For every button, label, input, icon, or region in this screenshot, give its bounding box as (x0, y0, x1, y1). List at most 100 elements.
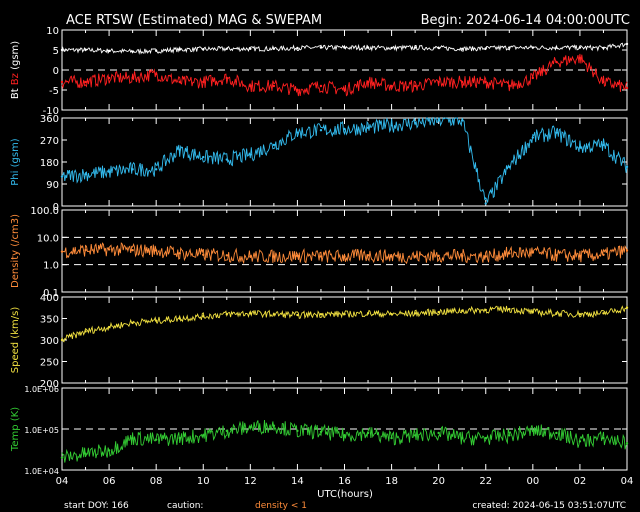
y-axis-label-part: (gsm) (10, 41, 21, 73)
data-point-bz (272, 84, 276, 88)
y-tick-label: 0 (53, 202, 59, 213)
data-point-bt (60, 48, 64, 52)
data-point-speed (390, 313, 393, 316)
panel-mag: -10 -5 0 5 10 Bt Bz (gsm) (10, 26, 629, 117)
data-point-density (602, 253, 605, 256)
data-point-density (531, 251, 535, 254)
data-point-temp (578, 440, 582, 443)
data-point-speed (272, 313, 276, 316)
data-point-speed (249, 312, 252, 315)
x-tick-label: 00 (526, 476, 539, 487)
data-point-phi (178, 148, 181, 151)
panel-temp: 1.0E+04 1.0E+05 1.0E+06 Temp (K) (10, 385, 629, 476)
data-point-phi (154, 168, 158, 171)
data-point-phi (249, 153, 252, 156)
data-point-density (343, 255, 346, 258)
data-point-speed (202, 315, 205, 318)
data-point-density (413, 255, 417, 258)
data-point-bt (578, 46, 582, 49)
created-time: created: 2024-06-15 03:51:07UTC (472, 501, 626, 511)
data-point-bz (319, 84, 323, 88)
data-point-speed (107, 325, 111, 329)
data-point-bt (154, 49, 158, 52)
data-point-bz (390, 84, 393, 88)
data-point-speed (555, 312, 558, 315)
data-point-phi (343, 127, 346, 131)
data-point-temp (60, 456, 64, 459)
data-point-bz (366, 80, 370, 84)
x-axis-label: UTC(hours) (317, 489, 373, 500)
data-point-bz (343, 88, 346, 92)
x-tick-label: 08 (150, 476, 163, 487)
caution-label: caution: (167, 501, 203, 511)
data-point-phi (484, 202, 487, 205)
data-point-speed (508, 307, 511, 311)
data-point-bt (437, 46, 440, 50)
data-point-density (249, 255, 252, 258)
y-tick-label: 1.0E+05 (24, 426, 59, 435)
data-point-temp (555, 431, 558, 435)
y-tick-label: 1.0E+06 (24, 385, 59, 394)
data-point-speed (154, 319, 158, 322)
data-point-temp (531, 429, 535, 433)
data-point-density (202, 253, 205, 256)
y-tick-label: 10.0 (37, 233, 59, 244)
density-caution-note: density < 1 (255, 501, 307, 511)
x-tick-label: 22 (479, 476, 492, 487)
data-point-density (154, 249, 158, 252)
data-point-bz (178, 80, 181, 84)
data-point-temp (178, 436, 181, 440)
data-point-phi (60, 175, 64, 178)
y-tick-label: 10 (46, 26, 59, 37)
data-point-speed (625, 306, 629, 309)
start-doy: start DOY: 166 (64, 501, 129, 511)
data-point-density (390, 255, 393, 258)
y-tick-label: 90 (46, 180, 59, 191)
chart-title: ACE RTSW (Estimated) MAG & SWEPAM (66, 13, 322, 28)
data-point-density (484, 255, 487, 258)
data-point-bz (154, 72, 158, 76)
data-point-density (555, 254, 558, 257)
y-tick-label: 5 (53, 46, 59, 57)
data-point-density (296, 254, 299, 258)
data-point-phi (390, 124, 393, 127)
data-point-bt (178, 48, 181, 51)
data-point-speed (366, 312, 370, 315)
data-point-density (60, 250, 64, 253)
data-point-temp (437, 431, 440, 435)
y-axis-label: Density (/cm3) (10, 214, 21, 288)
y-tick-label: 180 (40, 158, 59, 169)
data-point-speed (319, 313, 323, 316)
data-point-bt (225, 47, 228, 50)
panel-phi: 0 90 180 270 360 Phi (gsm) (10, 114, 629, 213)
data-point-phi (461, 119, 464, 122)
y-tick-label: 1.0E+04 (24, 467, 59, 476)
data-point-temp (84, 452, 87, 455)
begin-time: Begin: 2024-06-14 04:00:00UTC (421, 13, 630, 28)
data-point-density (178, 252, 181, 255)
data-point-density (578, 254, 582, 258)
data-point-temp (319, 430, 323, 434)
data-point-phi (602, 143, 605, 147)
data-point-phi (84, 173, 87, 176)
data-point-temp (413, 434, 417, 437)
data-point-density (461, 254, 464, 258)
data-point-bt (602, 46, 605, 50)
data-point-temp (202, 434, 205, 437)
data-point-bz (60, 80, 64, 84)
data-point-bz (555, 60, 558, 64)
data-point-bz (249, 84, 252, 88)
y-tick-label: 360 (40, 114, 59, 125)
series-phi-trace (61, 116, 628, 203)
data-point-temp (625, 442, 629, 445)
y-axis-label: Bt Bz (gsm) (10, 41, 21, 99)
data-point-bt (343, 46, 346, 49)
data-point-phi (531, 136, 535, 139)
data-point-bz (508, 84, 511, 88)
y-tick-label: 270 (40, 136, 59, 147)
data-point-phi (366, 126, 370, 129)
data-point-speed (60, 338, 64, 342)
x-tick-label: 10 (197, 476, 210, 487)
data-point-phi (508, 165, 511, 169)
